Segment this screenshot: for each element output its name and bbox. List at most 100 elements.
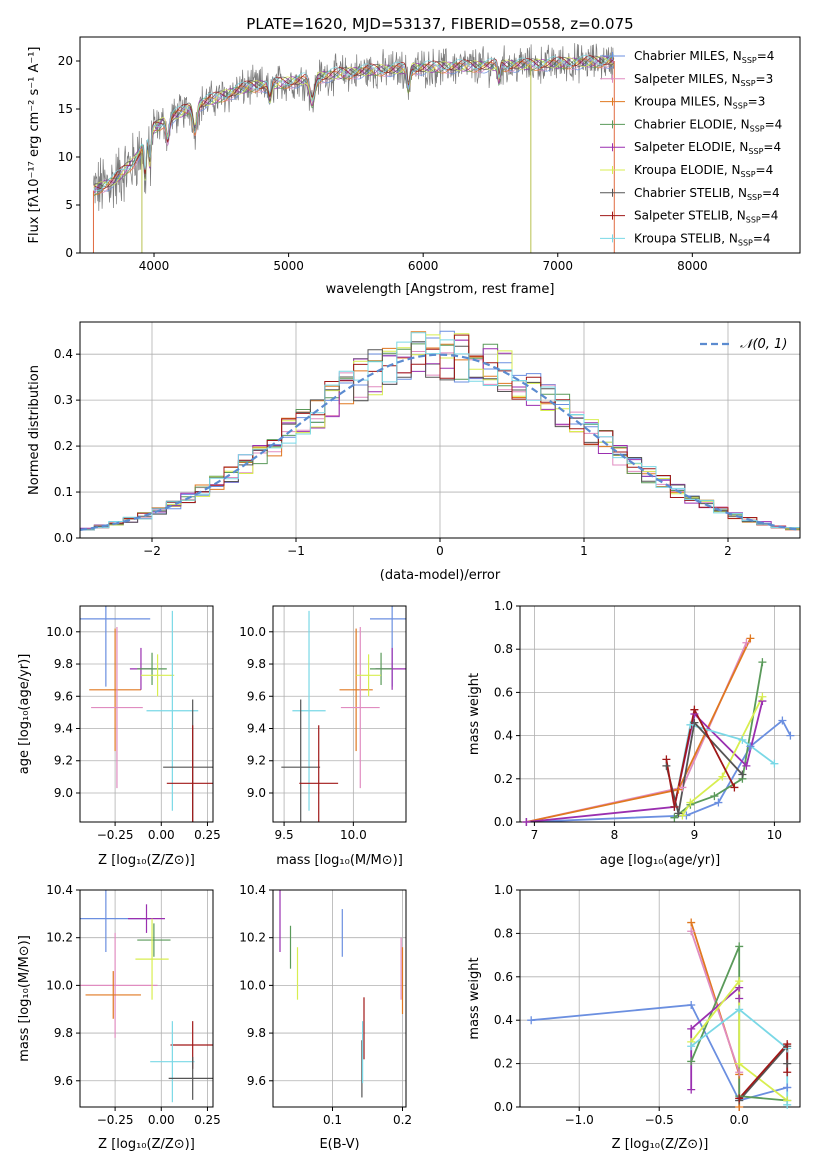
y-tick-label: 0.0: [494, 1100, 513, 1114]
weight-marker: [687, 918, 696, 927]
y-tick-label: 9.8: [54, 657, 73, 671]
x-tick-label: 4000: [139, 259, 170, 273]
model-spectrum: [93, 56, 615, 194]
y-tick-label: 10.0: [239, 978, 266, 992]
age-Z-xlabel: Z [log₁₀(Z/Z⊙)]: [98, 853, 195, 868]
y-tick-label: 0.4: [494, 1013, 513, 1027]
weight-marker: [690, 718, 699, 727]
weight-marker: [687, 1057, 696, 1066]
weight-marker: [783, 1100, 792, 1109]
y-tick-label: 0.2: [54, 439, 73, 453]
y-tick-label: 9.8: [247, 657, 266, 671]
model-spectrum: [93, 53, 615, 191]
y-tick-label: 0.8: [494, 926, 513, 940]
legend-value: =4: [763, 140, 781, 154]
model-spectrum: [93, 56, 615, 197]
model-spectrum: [93, 58, 615, 194]
x-tick-label: −0.25: [97, 1113, 134, 1127]
spectrum-axes: 4000 5000 6000 7000 8000 0 5 10 15 20: [58, 36, 801, 273]
weight-marker: [738, 735, 747, 744]
y-tick-label: 10.0: [46, 625, 73, 639]
x-tick-label: 8: [611, 828, 619, 842]
spectrum-axes-frame: [79, 36, 801, 254]
weight-marker: [770, 759, 779, 768]
legend-sub: SSP: [750, 124, 765, 133]
weight-line: [690, 1008, 789, 1105]
residual-xlabel: (data-model)/error: [380, 568, 501, 583]
weight-marker: [783, 1068, 792, 1077]
mass-ebv-xlabel: E(B-V): [319, 1137, 359, 1152]
figure-title: PLATE=1620, MJD=53137, FIBERID=0558, z=0…: [246, 15, 633, 33]
mass-Z-xlabel: Z [log₁₀(Z/Z⊙)]: [98, 1137, 195, 1152]
residual-histogram: [80, 334, 800, 531]
weight-marker: [778, 716, 787, 725]
y-tick-label: 0.4: [494, 729, 513, 743]
legend-sub: SSP: [741, 170, 756, 179]
y-tick-label: 9.0: [247, 786, 266, 800]
mass-ebv-axes: 0.1 0.2 9.6 9.8 10.0 10.2 10.4: [239, 883, 412, 1127]
weight-age-axes-plot-area: [526, 638, 792, 822]
y-tick-label: 0: [65, 246, 73, 260]
model-spectrum: [93, 55, 615, 190]
x-tick-label: 10: [767, 828, 782, 842]
x-tick-label: −0.25: [97, 828, 134, 842]
y-tick-label: 9.6: [247, 1074, 266, 1088]
legend-value: =3: [756, 72, 774, 86]
y-tick-label: 0.0: [54, 531, 73, 545]
x-tick-label: 0.25: [194, 1113, 221, 1127]
weight-Z-xlabel: Z [log₁₀(Z/Z⊙)]: [612, 1137, 709, 1152]
weight-marker: [758, 692, 767, 701]
weight-marker: [735, 1005, 744, 1014]
weight-age-axes-frame: [519, 605, 801, 823]
y-tick-label: 0.2: [494, 772, 513, 786]
weight-marker: [742, 761, 751, 770]
y-tick-label: 9.0: [54, 786, 73, 800]
y-tick-label: 10.2: [46, 931, 73, 945]
y-tick-label: 0.1: [54, 485, 73, 499]
weight-marker: [746, 742, 755, 751]
y-tick-label: 9.4: [54, 722, 73, 736]
legend-value: =3: [748, 95, 766, 109]
legend-sub: SSP: [747, 193, 762, 202]
weight-age-ylabel: mass weight: [467, 673, 482, 755]
x-tick-label: 0.00: [148, 828, 175, 842]
y-tick-label: 10.0: [239, 625, 266, 639]
y-tick-label: 10.4: [239, 883, 266, 897]
weight-line: [738, 1043, 789, 1102]
x-tick-label: −1.0: [565, 1113, 594, 1127]
y-tick-label: 0.8: [494, 642, 513, 656]
y-tick-label: 9.2: [247, 754, 266, 768]
weight-line: [526, 700, 764, 822]
model-spectrum: [93, 55, 615, 188]
legend-sub: SSP: [748, 147, 763, 156]
spectrum-ylabel: Flux [fλ10⁻¹⁷ erg cm⁻² s⁻¹ A⁻¹]: [27, 47, 42, 244]
weight-age-axes: 7 8 9 10 0.0 0.2 0.4 0.6 0.8 1.0: [494, 599, 801, 842]
weight-marker: [687, 1042, 696, 1051]
x-tick-label: 7: [531, 828, 539, 842]
x-tick-label: 9: [691, 828, 699, 842]
x-tick-label: 6000: [408, 259, 439, 273]
weight-marker: [742, 638, 751, 647]
weight-line: [526, 719, 792, 822]
age-mass-axes: 9.5 10.0 9.0 9.2 9.4 9.6 9.8 10.0: [239, 605, 407, 842]
legend-value: =4: [757, 49, 775, 63]
x-tick-label: 0.25: [194, 828, 221, 842]
legend-entry: Chabrier ELODIE, NSSP=4: [634, 117, 782, 133]
weight-marker: [662, 755, 671, 764]
weight-marker: [786, 731, 795, 740]
legend-sub: SSP: [741, 79, 756, 88]
y-tick-label: 0.2: [494, 1057, 513, 1071]
age-mass-xlabel: mass [log₁₀(M/M⊙)]: [276, 853, 403, 868]
legend-value: =4: [761, 209, 779, 223]
legend-entry: Kroupa MILES, NSSP=3: [634, 95, 765, 111]
gaussian-curve: [80, 353, 800, 531]
weight-marker: [735, 942, 744, 951]
y-tick-label: 9.6: [247, 689, 266, 703]
x-tick-label: 2: [724, 544, 732, 558]
x-tick-label: 0: [436, 544, 444, 558]
weight-line: [531, 1004, 788, 1102]
x-tick-label: 5000: [273, 259, 304, 273]
legend-entry: Kroupa STELIB, NSSP=4: [634, 231, 771, 247]
weight-marker: [674, 785, 683, 794]
